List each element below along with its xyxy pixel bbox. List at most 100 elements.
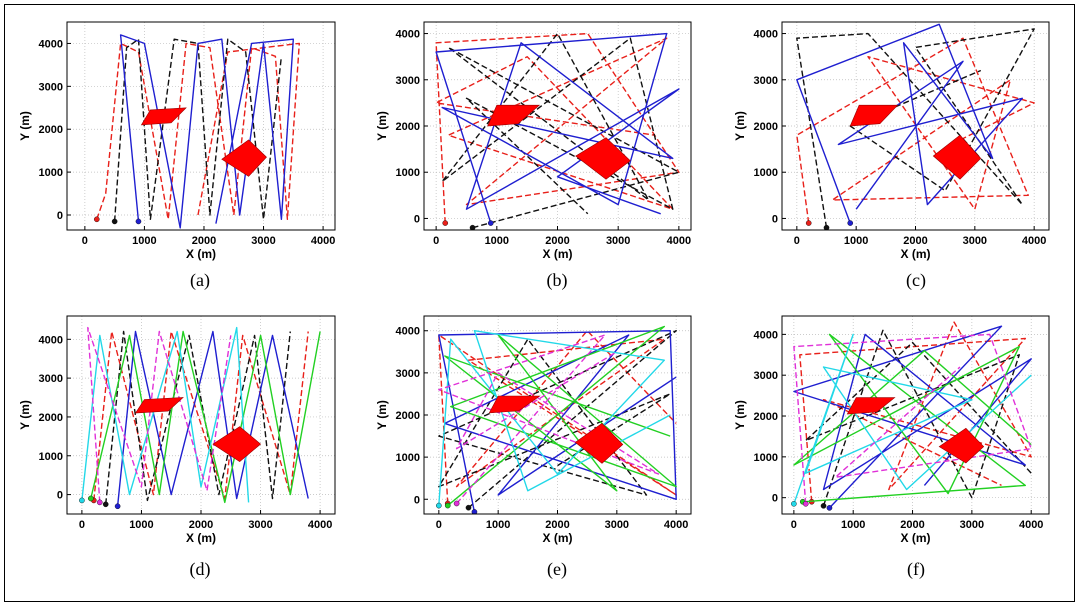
y-axis-label: Y (m) [733, 400, 747, 430]
x-tick-label: 2000 [189, 519, 213, 531]
start-marker-black [465, 504, 472, 511]
start-marker-blue [847, 220, 854, 226]
trajectory-black [441, 32, 680, 229]
start-marker-cyan [791, 500, 797, 507]
x-tick-label: 2000 [903, 235, 927, 247]
panel-e: 0 1000 2000 3000 4000 0 1000 2000 3000 4000 X (m) Y… [375, 315, 692, 580]
y-tick-label: 0 [57, 210, 63, 222]
trajectory-blue [116, 330, 309, 507]
panel-f: 0 1000 2000 3000 4000 0 1000 2000 3000 4000 X (m) Y… [733, 315, 1050, 580]
y-tick-label: 4000 [754, 329, 778, 341]
panel-b: 0 1000 2000 3000 4000 0 1000 2000 3000 4000 X (m) Y… [375, 21, 692, 291]
trajectory-black [796, 28, 1035, 228]
trajectory-red [796, 37, 1035, 224]
axes-box [423, 21, 692, 231]
panel-caption: (b) [547, 270, 568, 291]
y-tick-label: 3000 [396, 368, 420, 380]
trajectory-cyan [793, 333, 1032, 505]
x-axis-label: X (m) [186, 247, 216, 261]
trajectory-red [93, 330, 309, 501]
x-tick-label: 2000 [545, 235, 569, 247]
y-tick-label: 4000 [39, 334, 63, 346]
obstacle-1 [846, 397, 896, 415]
obstacle-2 [212, 426, 262, 462]
start-marker-blue [471, 509, 478, 514]
x-tick-label: 3000 [963, 235, 987, 247]
y-tick-label: 4000 [754, 29, 778, 41]
trajectory-blue [796, 23, 1023, 224]
x-axis-label: X (m) [186, 531, 216, 545]
x-tick-label: 1000 [129, 519, 153, 531]
x-axis-label: X (m) [901, 531, 931, 545]
y-tick-label: 2000 [754, 121, 778, 133]
start-marker-black [469, 224, 476, 230]
obstacle-1 [140, 107, 187, 126]
x-tick-label: 3000 [605, 519, 629, 531]
start-marker-magenta [453, 500, 460, 507]
start-marker-blue [135, 218, 142, 225]
y-axis-label: Y (m) [375, 400, 389, 430]
figure-frame [4, 4, 1075, 602]
obstacle-1 [849, 104, 899, 127]
x-tick-label: 3000 [960, 519, 984, 531]
trajectory-blue [793, 325, 1032, 509]
x-tick-label: 2000 [900, 519, 924, 531]
x-tick-label: 1000 [841, 519, 865, 531]
x-tick-label: 3000 [606, 235, 630, 247]
trajectory-blue [119, 34, 294, 229]
start-marker-blue [114, 503, 121, 510]
y-tick-label: 4000 [39, 38, 63, 50]
x-tick-label: 2000 [545, 519, 569, 531]
x-tick-label: 0 [79, 519, 85, 531]
panel-a: 0 1000 2000 3000 4000 0 1000 2000 3000 4000 X (m) Y… [18, 21, 336, 291]
x-tick-label: 1000 [486, 519, 510, 531]
panel-caption: (e) [547, 559, 567, 580]
y-tick-label: 1000 [396, 452, 420, 464]
start-marker-blue [826, 505, 833, 511]
x-tick-label: 1000 [485, 235, 509, 247]
start-marker-cyan [79, 497, 85, 504]
x-tick-label: 2000 [192, 235, 216, 247]
trajectory-magenta [438, 334, 660, 504]
x-tick-label: 1000 [844, 235, 868, 247]
start-marker-black [102, 501, 109, 508]
x-tick-label: 3000 [248, 519, 272, 531]
start-marker-black [823, 224, 830, 230]
panel-caption: (a) [190, 270, 210, 291]
y-axis-label: Y (m) [18, 400, 32, 430]
x-tick-label: 0 [436, 519, 442, 531]
y-tick-label: 3000 [39, 373, 63, 385]
trajectory-green [90, 330, 321, 504]
start-marker-cyan [436, 502, 442, 509]
trajectory-magenta [87, 326, 232, 503]
y-tick-label: 2000 [396, 410, 420, 422]
start-marker-red [93, 216, 100, 223]
y-tick-label: 2000 [39, 412, 63, 424]
start-marker-black [111, 218, 118, 225]
trajectory-red [435, 32, 680, 224]
start-marker-blue [487, 220, 494, 226]
panel-caption: (d) [190, 559, 211, 580]
obstacle-1 [488, 395, 541, 414]
y-tick-label: 0 [772, 493, 778, 505]
x-tick-label: 4000 [311, 235, 335, 247]
y-tick-label: 4000 [396, 29, 420, 41]
trajectory-red [438, 330, 677, 504]
y-tick-label: 0 [57, 490, 63, 502]
obstacle-1 [134, 397, 184, 414]
y-tick-label: 3000 [396, 75, 420, 87]
trajectory-black [438, 330, 677, 509]
y-tick-label: 2000 [396, 121, 420, 133]
start-marker-green [88, 495, 94, 502]
start-marker-green [444, 502, 451, 509]
axes-box [781, 315, 1050, 515]
start-marker-red [805, 220, 812, 226]
x-tick-label: 4000 [308, 519, 332, 531]
y-tick-label: 1000 [39, 451, 63, 463]
trajectory-magenta [793, 333, 1032, 504]
obstacle-2 [221, 139, 267, 177]
y-tick-label: 1000 [396, 167, 420, 179]
trajectory-cyan [81, 326, 250, 503]
x-tick-label: 3000 [251, 235, 275, 247]
